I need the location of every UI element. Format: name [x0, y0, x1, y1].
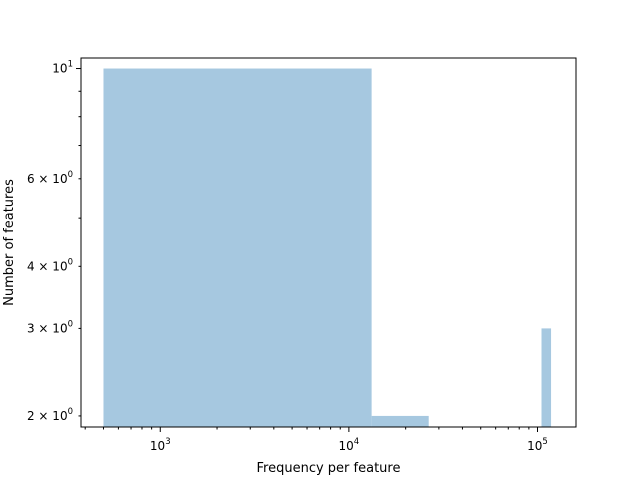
y-tick-label: 101 [52, 60, 73, 76]
x-axis-label: Frequency per feature [257, 461, 401, 476]
x-ticks-group: 103 104 105 [150, 427, 548, 453]
x-tick-label: 105 [527, 437, 548, 453]
y-tick-label: 3 × 100 [27, 319, 73, 335]
histogram-bar [103, 68, 372, 428]
x-tick-label: 104 [339, 437, 360, 453]
histogram-bar [541, 328, 552, 427]
y-ticks-group: 101 6 × 100 4 × 100 3 × 100 2 × 100 [27, 60, 81, 423]
y-tick-label: 4 × 100 [27, 257, 73, 273]
y-tick-label: 6 × 100 [27, 170, 73, 186]
bars-group [103, 68, 552, 428]
y-tick-label: 2 × 100 [27, 407, 73, 423]
x-tick-label: 103 [150, 437, 171, 453]
histogram-bar [371, 415, 429, 427]
plot-frame [80, 57, 577, 428]
y-axis-label: Number of features [2, 179, 17, 306]
